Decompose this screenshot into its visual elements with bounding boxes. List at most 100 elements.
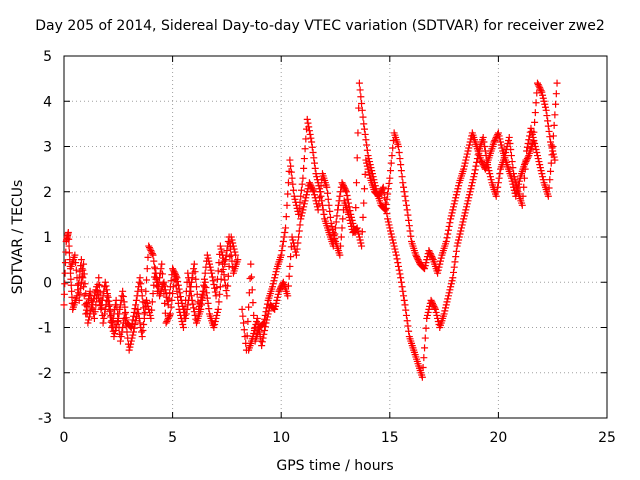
data-point-interp (543, 112, 551, 120)
data-point-interp (363, 141, 371, 149)
data-point (479, 133, 487, 141)
data-point-interp (261, 323, 269, 331)
data-point-interp (324, 195, 332, 203)
data-point (190, 260, 198, 268)
data-point-interp (287, 253, 295, 261)
data-point-interp (118, 292, 126, 300)
data-point-interp (494, 130, 502, 138)
data-point-interp (146, 245, 154, 253)
data-point-interp (308, 183, 316, 191)
data-point (510, 170, 518, 178)
data-point-interp (528, 127, 536, 135)
y-tick-label: -2 (38, 366, 52, 382)
data-point-interp (452, 194, 460, 202)
data-point-interp (332, 218, 340, 226)
data-point (484, 161, 492, 169)
data-point-interp (289, 236, 297, 244)
data-point-interp (287, 162, 295, 170)
data-point-interp (160, 290, 168, 298)
data-point-interp (347, 222, 355, 230)
data-point-interp (263, 316, 271, 324)
data-point-interp (550, 121, 558, 129)
data-point-interp (231, 248, 239, 256)
data-point-interp (198, 293, 206, 301)
data-point (219, 260, 227, 268)
data-point-interp (459, 218, 467, 226)
data-point-interp (389, 144, 397, 152)
data-point (425, 247, 433, 255)
data-point-interp (224, 282, 232, 290)
data-point-interp (229, 242, 237, 250)
data-point-interp (435, 263, 443, 271)
data-point-interp (347, 219, 355, 227)
data-point-interp (401, 192, 409, 200)
data-point-interp (126, 343, 134, 351)
data-point-interp (313, 173, 321, 181)
data-point (533, 79, 541, 87)
data-point-interp (551, 111, 559, 119)
data-point-interp (343, 192, 351, 200)
data-point-interp (170, 268, 178, 276)
data-point-interp (164, 316, 172, 324)
data-point (140, 310, 148, 318)
data-point-interp (79, 266, 87, 274)
data-point-interp (394, 262, 402, 270)
data-point-interp (495, 174, 503, 182)
data-point-interp (533, 152, 541, 160)
data-point-interp (276, 286, 284, 294)
data-point-interp (402, 197, 410, 205)
data-point-interp (458, 221, 466, 229)
data-point-interp (463, 153, 471, 161)
data-point-interp (283, 201, 291, 209)
data-point-interp (358, 106, 366, 114)
data-point-interp (204, 299, 212, 307)
data-point-interp (127, 340, 135, 348)
data-point-interp (185, 278, 193, 286)
data-point-interp (279, 242, 287, 250)
data-point (392, 251, 400, 259)
data-point (169, 265, 177, 273)
data-point-interp (460, 215, 468, 223)
data-point-interp (264, 310, 272, 318)
data-point-interp (402, 311, 410, 319)
data-point-interp (295, 227, 303, 235)
data-point-interp (480, 138, 488, 146)
data-point (297, 215, 305, 223)
data-point-interp (426, 250, 434, 258)
data-point-interp (185, 274, 193, 282)
data-point (80, 260, 88, 268)
data-point-interp (198, 290, 206, 298)
data-point (203, 251, 211, 259)
data-point-interp (447, 283, 455, 291)
data-point (286, 156, 294, 164)
data-point-interp (85, 291, 93, 299)
data-point-interp (307, 182, 315, 190)
data-point (106, 301, 114, 309)
data-point-interp (65, 235, 73, 243)
data-point-interp (248, 273, 256, 281)
y-tick-label: -3 (38, 411, 52, 427)
data-point-interp (244, 317, 252, 325)
data-point-interp (169, 266, 177, 274)
data-point (208, 269, 216, 277)
data-point-interp (547, 167, 555, 175)
data-point-interp (114, 317, 122, 325)
data-point-interp (381, 205, 389, 213)
grid-lines (64, 56, 607, 418)
data-point-interp (394, 259, 402, 267)
data-point-interp (296, 198, 304, 206)
data-point-interp (260, 330, 268, 338)
data-point-interp (86, 310, 94, 318)
data-point-interp (213, 284, 221, 292)
data-point-interp (337, 233, 345, 241)
data-point-interp (182, 296, 190, 304)
data-point-interp (548, 144, 556, 152)
data-point-interp (128, 334, 136, 342)
data-point (262, 319, 270, 327)
data-point-interp (456, 230, 464, 238)
data-point-interp (230, 245, 238, 253)
data-point-interp (127, 323, 135, 331)
data-point-interp (463, 203, 471, 211)
data-point-interp (356, 236, 364, 244)
x-tick-label: 10 (272, 430, 290, 446)
